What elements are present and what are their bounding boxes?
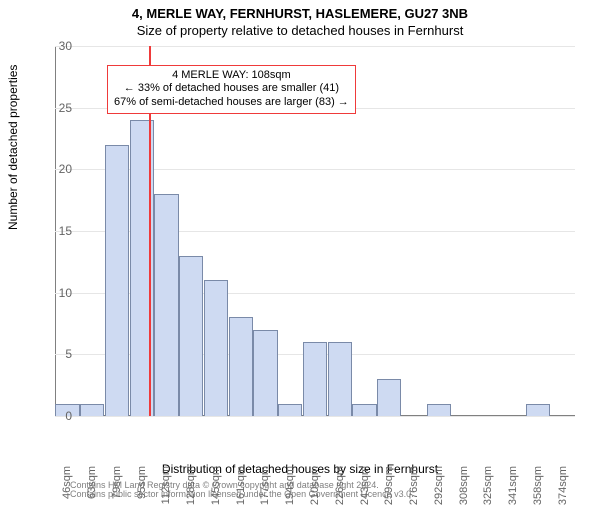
y-tick-label: 10 bbox=[48, 286, 72, 300]
y-axis-label: Number of detached properties bbox=[6, 65, 20, 230]
histogram-bar bbox=[105, 145, 129, 416]
histogram-bar bbox=[427, 404, 451, 416]
histogram-bar bbox=[377, 379, 401, 416]
y-tick-label: 20 bbox=[48, 162, 72, 176]
x-tick-label: 161sqm bbox=[235, 466, 247, 512]
x-tick-label: 358sqm bbox=[532, 466, 544, 512]
annotation-line: ← 33% of detached houses are smaller (41… bbox=[114, 82, 349, 96]
y-tick-label: 15 bbox=[48, 224, 72, 238]
x-tick-label: 112sqm bbox=[160, 466, 172, 512]
x-tick-label: 145sqm bbox=[210, 466, 222, 512]
y-tick-label: 5 bbox=[48, 347, 72, 361]
chart-title-sub: Size of property relative to detached ho… bbox=[0, 21, 600, 38]
y-tick-label: 25 bbox=[48, 101, 72, 115]
histogram-bar bbox=[328, 342, 352, 416]
histogram-bar bbox=[352, 404, 376, 416]
x-tick-label: 243sqm bbox=[359, 466, 371, 512]
histogram-bar bbox=[526, 404, 550, 416]
annotation-line: 67% of semi-detached houses are larger (… bbox=[114, 96, 349, 110]
histogram-bar bbox=[204, 280, 228, 416]
histogram-bar bbox=[179, 256, 203, 416]
histogram-bar bbox=[253, 330, 277, 416]
histogram-bar bbox=[303, 342, 327, 416]
x-tick-label: 259sqm bbox=[383, 466, 395, 512]
x-tick-label: 226sqm bbox=[334, 466, 346, 512]
chart-title-main: 4, MERLE WAY, FERNHURST, HASLEMERE, GU27… bbox=[0, 0, 600, 21]
x-tick-label: 63sqm bbox=[86, 466, 98, 512]
x-tick-label: 128sqm bbox=[185, 466, 197, 512]
x-tick-label: 177sqm bbox=[259, 466, 271, 512]
x-tick-label: 276sqm bbox=[408, 466, 420, 512]
x-tick-label: 292sqm bbox=[433, 466, 445, 512]
x-tick-label: 308sqm bbox=[458, 466, 470, 512]
annotation-line: 4 MERLE WAY: 108sqm bbox=[114, 69, 349, 83]
histogram-bar bbox=[154, 194, 178, 416]
y-tick-label: 0 bbox=[48, 409, 72, 423]
x-tick-label: 374sqm bbox=[557, 466, 569, 512]
gridline bbox=[55, 416, 575, 417]
plot-area: 4 MERLE WAY: 108sqm← 33% of detached hou… bbox=[55, 46, 575, 416]
histogram-bar bbox=[80, 404, 104, 416]
x-tick-label: 46sqm bbox=[61, 466, 73, 512]
x-tick-label: 341sqm bbox=[507, 466, 519, 512]
x-tick-label: 194sqm bbox=[284, 466, 296, 512]
chart-area: 4 MERLE WAY: 108sqm← 33% of detached hou… bbox=[55, 46, 575, 416]
y-tick-label: 30 bbox=[48, 39, 72, 53]
x-tick-label: 325sqm bbox=[482, 466, 494, 512]
x-tick-label: 95sqm bbox=[136, 466, 148, 512]
gridline bbox=[55, 46, 575, 47]
histogram-bar bbox=[278, 404, 302, 416]
x-tick-label: 79sqm bbox=[111, 466, 123, 512]
annotation-box: 4 MERLE WAY: 108sqm← 33% of detached hou… bbox=[107, 65, 356, 114]
x-tick-label: 210sqm bbox=[309, 466, 321, 512]
histogram-bar bbox=[229, 317, 253, 416]
